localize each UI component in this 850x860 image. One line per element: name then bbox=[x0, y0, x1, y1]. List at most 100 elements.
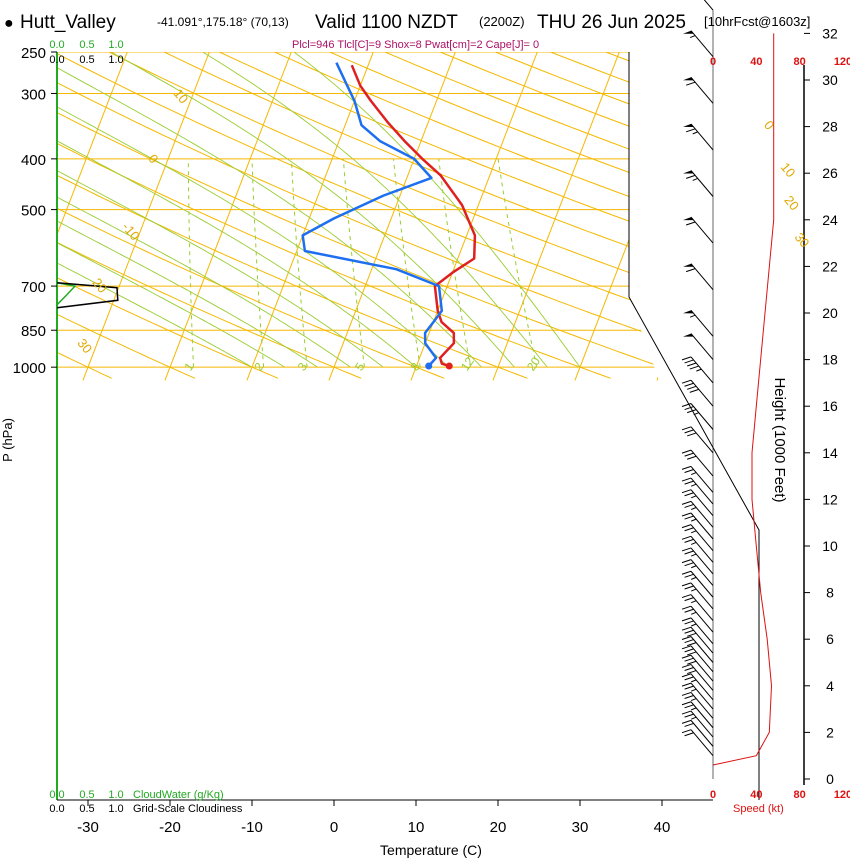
wind-barb bbox=[683, 216, 714, 244]
wind-barb bbox=[683, 309, 714, 337]
x-tick-label: -30 bbox=[77, 819, 99, 836]
mixing-ratio-label: 20 bbox=[524, 354, 543, 373]
moist-adiabat-line bbox=[57, 170, 384, 368]
p-tick-label: 250 bbox=[21, 45, 46, 62]
isotherm-line bbox=[492, 52, 620, 381]
y-axis-title: P (hPa) bbox=[0, 418, 15, 462]
barb-full bbox=[684, 657, 694, 662]
wind-barb bbox=[681, 356, 714, 384]
dry-adiabat-line bbox=[218, 52, 713, 252]
p-tick-label: 300 bbox=[21, 86, 46, 103]
barb-staff bbox=[690, 123, 714, 151]
barb-full bbox=[681, 710, 692, 715]
barb-full bbox=[684, 639, 694, 644]
cloudwater-tick-bottom: 1.0 bbox=[108, 789, 123, 801]
barb-staff bbox=[690, 729, 714, 757]
barb-staff bbox=[690, 654, 714, 682]
background-lines bbox=[57, 52, 713, 530]
barb-full bbox=[681, 719, 692, 724]
wind-barb bbox=[681, 663, 714, 691]
barb-staff bbox=[690, 477, 714, 505]
x-tick-label: 30 bbox=[572, 819, 589, 836]
barb-full bbox=[687, 362, 697, 367]
barb-full bbox=[684, 538, 694, 543]
dry-adiabat-line bbox=[57, 53, 713, 330]
barb-full bbox=[684, 492, 694, 497]
mixing-ratio-line bbox=[187, 158, 194, 368]
barb-staff bbox=[690, 403, 714, 430]
dry-adiabat-label: 30 bbox=[792, 230, 813, 251]
speed-axis-label: Speed (kt) bbox=[733, 803, 784, 815]
dry-adiabat-line bbox=[438, 52, 713, 158]
cloudiness-tick-top: 0.0 bbox=[49, 54, 64, 66]
barb-half bbox=[690, 518, 697, 522]
x-tick-label: 20 bbox=[490, 819, 507, 836]
barb-staff bbox=[690, 309, 714, 337]
barb-full bbox=[681, 663, 692, 668]
site-dot: ● bbox=[4, 15, 14, 32]
barb-full bbox=[681, 500, 692, 505]
x-tick-label: 10 bbox=[408, 819, 425, 836]
barb-full bbox=[684, 562, 694, 567]
barb-full bbox=[684, 480, 694, 485]
height-tick-label: 18 bbox=[822, 352, 838, 368]
barb-full bbox=[684, 468, 694, 473]
wind-barb bbox=[681, 719, 714, 747]
barb-staff bbox=[690, 466, 714, 493]
barb-half bbox=[690, 507, 697, 510]
barb-staff bbox=[690, 524, 714, 551]
barb-staff bbox=[690, 605, 714, 633]
moist-adiabat-line bbox=[57, 220, 318, 368]
wind-barb bbox=[681, 535, 714, 563]
barb-pennant bbox=[683, 310, 694, 314]
speed-tick-bottom: 80 bbox=[794, 789, 806, 801]
barb-staff bbox=[690, 645, 714, 673]
mixing-ratio-label: 1 bbox=[181, 360, 196, 374]
barb-full bbox=[685, 174, 696, 179]
barb-full bbox=[684, 585, 694, 590]
barb-full bbox=[685, 268, 696, 273]
barb-half bbox=[690, 483, 697, 487]
barb-full bbox=[681, 673, 692, 678]
barb-staff bbox=[690, 636, 714, 663]
barb-full bbox=[687, 642, 697, 647]
barb-full bbox=[681, 682, 692, 687]
site-coords: -41.091°,175.18° (70,13) bbox=[157, 15, 289, 29]
valid-date: THU 26 Jun 2025 bbox=[537, 12, 686, 33]
dry-adiabat-line bbox=[107, 52, 713, 303]
wind-barb bbox=[681, 477, 714, 505]
height-tick-label: 4 bbox=[826, 678, 834, 694]
barb-full bbox=[681, 535, 692, 540]
barb-staff bbox=[690, 501, 714, 528]
barb-half bbox=[690, 623, 697, 627]
speed-tick-bottom: 0 bbox=[710, 789, 716, 801]
barb-staff bbox=[690, 263, 714, 291]
barb-full bbox=[689, 365, 699, 370]
barb-full bbox=[687, 432, 697, 437]
barb-staff bbox=[690, 559, 714, 586]
height-tick-label: 0 bbox=[826, 771, 834, 787]
barb-full bbox=[681, 617, 692, 622]
height-tick-label: 28 bbox=[822, 119, 838, 135]
dry-adiabat-label: 10 bbox=[778, 160, 799, 181]
barb-half bbox=[690, 588, 697, 592]
height-axis-title: Height (1000 Feet) bbox=[771, 377, 788, 502]
barb-full bbox=[681, 582, 692, 587]
barb-staff bbox=[703, 0, 714, 11]
barb-full bbox=[681, 626, 692, 631]
barb-half bbox=[690, 600, 697, 604]
barb-staff bbox=[690, 582, 714, 610]
isotherm-line bbox=[82, 52, 210, 381]
barb-full bbox=[684, 676, 694, 681]
dry-adiabat-line bbox=[328, 52, 713, 204]
dry-adiabat-label: 10 bbox=[171, 86, 192, 107]
barb-staff bbox=[690, 701, 714, 729]
barb-full bbox=[681, 594, 692, 599]
wind-barb bbox=[681, 570, 714, 598]
height-tick-label: 8 bbox=[826, 585, 834, 601]
height-tick-label: 2 bbox=[826, 724, 834, 740]
barb-pennant bbox=[683, 263, 694, 267]
barb-half bbox=[690, 541, 697, 545]
moist-adiabat-line bbox=[110, 52, 515, 368]
height-tick-label: 6 bbox=[826, 631, 834, 647]
